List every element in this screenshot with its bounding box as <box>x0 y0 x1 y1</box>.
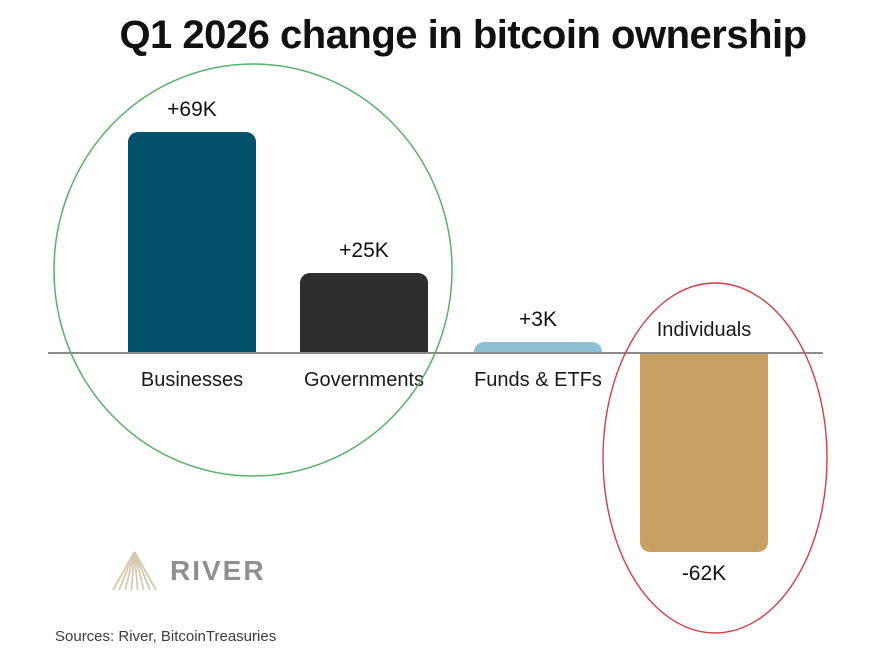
chart-title: Q1 2026 change in bitcoin ownership <box>119 13 807 57</box>
sources-text: Sources: River, BitcoinTreasuries <box>55 628 277 645</box>
category-label-governments: Governments <box>303 369 425 391</box>
category-label-individuals: Individuals <box>656 319 752 341</box>
value-label-funds-etfs: +3K <box>519 308 557 331</box>
value-label-governments: +25K <box>339 239 389 262</box>
value-label-individuals: -62K <box>681 562 727 585</box>
value-label-businesses: +69K <box>167 98 217 121</box>
bar-governments <box>300 273 428 353</box>
river-fan-icon <box>112 551 157 591</box>
bar-funds-etfs <box>474 342 602 353</box>
bar-individuals <box>640 353 768 552</box>
category-label-funds-etfs: Funds & ETFs <box>474 369 602 391</box>
bar-businesses <box>128 132 256 353</box>
category-label-businesses: Businesses <box>140 369 244 391</box>
river-logo: RIVER <box>111 549 266 592</box>
river-logo-text: RIVER <box>170 554 266 586</box>
x-axis-line <box>48 352 823 354</box>
